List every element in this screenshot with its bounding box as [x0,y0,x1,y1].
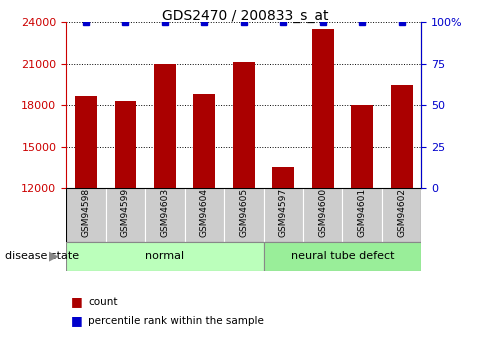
Text: GSM94598: GSM94598 [81,188,90,237]
Text: GDS2470 / 200833_s_at: GDS2470 / 200833_s_at [162,9,328,23]
Bar [224,188,264,241]
Text: ■: ■ [71,314,83,327]
Text: GSM94597: GSM94597 [279,188,288,237]
Bar [264,241,421,271]
Bar [312,29,334,188]
Text: disease state: disease state [5,251,79,261]
Text: GSM94601: GSM94601 [358,188,367,237]
Bar [343,188,382,241]
Bar [233,62,255,188]
Bar [66,188,106,241]
Text: GSM94600: GSM94600 [318,188,327,237]
Text: normal: normal [145,251,184,261]
Bar [264,188,303,241]
Text: percentile rank within the sample: percentile rank within the sample [88,316,264,326]
Bar [194,94,215,188]
Bar [351,105,373,188]
Text: GSM94603: GSM94603 [160,188,170,237]
Bar [303,188,343,241]
Bar [391,85,413,188]
Bar [75,96,97,188]
Text: ▶: ▶ [49,250,59,263]
Bar [66,241,264,271]
Text: neural tube defect: neural tube defect [291,251,394,261]
Bar [382,188,421,241]
Text: GSM94599: GSM94599 [121,188,130,237]
Bar [106,188,145,241]
Text: ■: ■ [71,295,83,308]
Text: GSM94604: GSM94604 [200,188,209,237]
Bar [185,188,224,241]
Bar [272,167,294,188]
Bar [154,64,176,188]
Text: GSM94605: GSM94605 [239,188,248,237]
Bar [145,188,185,241]
Text: GSM94602: GSM94602 [397,188,406,237]
Bar [115,101,136,188]
Text: count: count [88,297,118,307]
